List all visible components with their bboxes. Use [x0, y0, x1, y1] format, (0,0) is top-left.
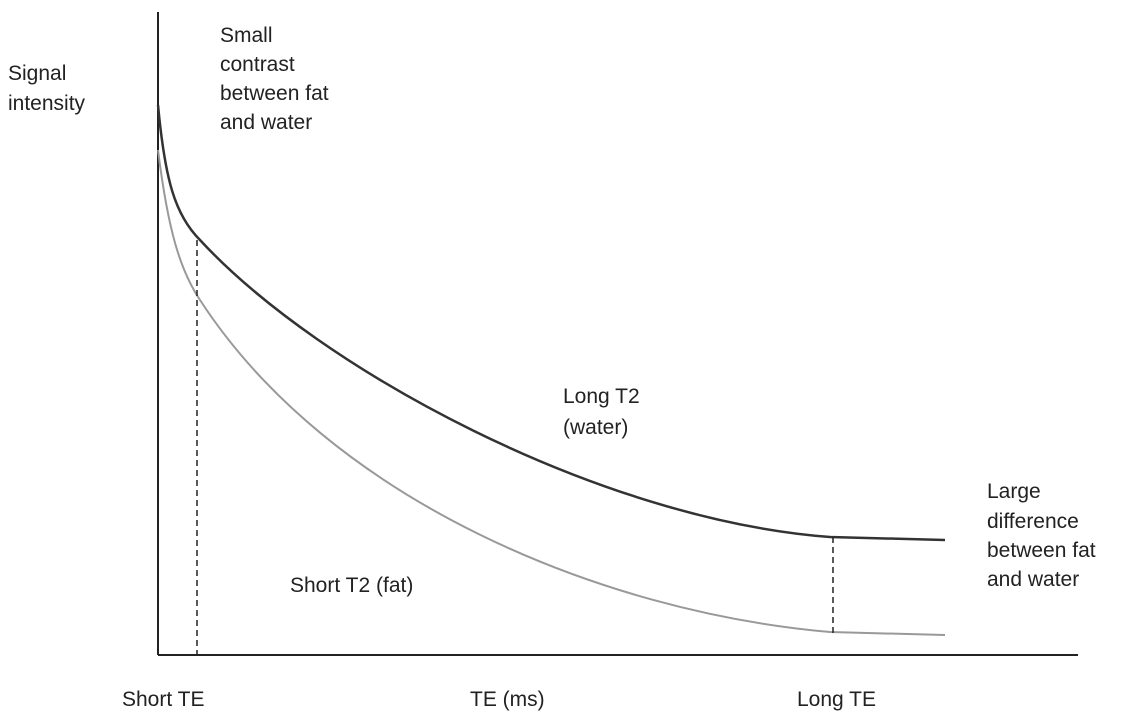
right-note: difference [987, 510, 1079, 533]
x-axis-label: TE (ms) [470, 688, 545, 711]
water-label: Long T2 [563, 385, 640, 408]
water-curve [156, 104, 946, 542]
right-note: between fat [987, 539, 1096, 562]
y-axis-label: intensity [8, 92, 86, 115]
long-te-label: Long TE [797, 688, 876, 711]
top-note: and water [220, 111, 312, 134]
right-note: Large [987, 480, 1041, 503]
fat-label: Short T2 (fat) [290, 574, 413, 597]
top-note: between fat [220, 82, 329, 105]
short-te-label: Short TE [122, 688, 204, 711]
right-note: and water [987, 568, 1079, 591]
top-note: Small [220, 24, 273, 47]
fat-curve [157, 149, 946, 636]
water-label: (water) [563, 416, 628, 439]
top-note: contrast [220, 53, 295, 76]
y-axis-label: Signal [8, 62, 66, 85]
